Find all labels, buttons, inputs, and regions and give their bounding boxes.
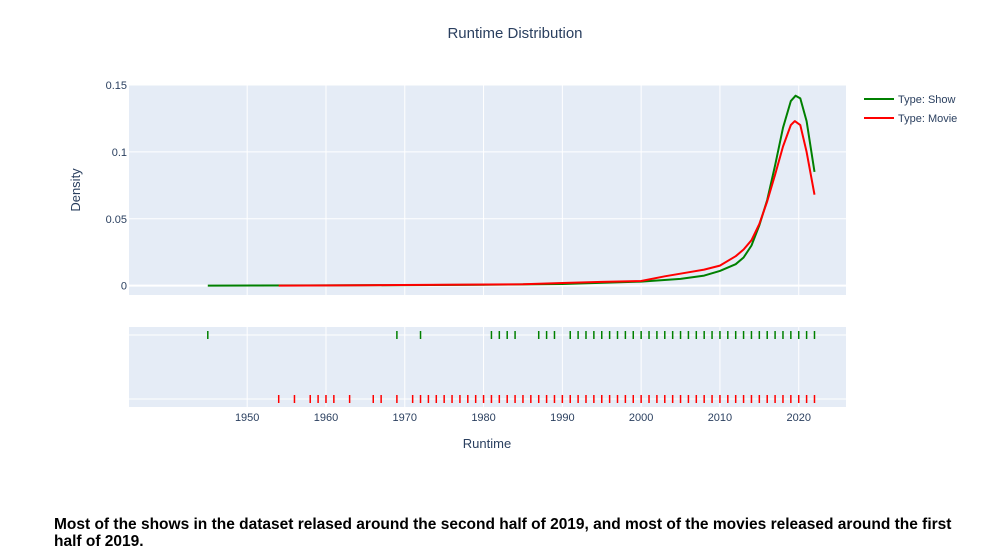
caption-text: Most of the shows in the dataset relased… xyxy=(54,516,952,550)
x-tick-label: 2010 xyxy=(708,412,732,424)
density-line-movie xyxy=(278,120,816,287)
runtime-distribution-chart: Runtime Distribution 1950 1960 1970 1980 199… xyxy=(68,25,957,451)
legend[interactable]: Type: Show Type: Movie xyxy=(864,94,957,125)
density-plot-area xyxy=(129,85,846,295)
x-tick-label: 1990 xyxy=(550,412,574,424)
x-tick-label: 1980 xyxy=(471,412,495,424)
rug-marks xyxy=(207,331,816,403)
legend-item-movie[interactable]: Type: Movie xyxy=(864,113,957,125)
rug-plot-area xyxy=(129,327,846,407)
y-tick-label: 0 xyxy=(121,281,127,293)
x-tick-label: 1950 xyxy=(235,412,259,424)
x-tick-labels: 1950 1960 1970 1980 1990 2000 2010 2020 xyxy=(235,412,811,424)
y-tick-label: 0.15 xyxy=(106,80,127,92)
y-tick-label: 0.1 xyxy=(112,147,127,159)
x-tick-label: 1960 xyxy=(314,412,338,424)
x-tick-label: 2020 xyxy=(786,412,810,424)
x-axis-title: Runtime xyxy=(463,436,511,451)
y-axis-title: Density xyxy=(68,168,83,212)
y-tick-label: 0.05 xyxy=(106,214,127,226)
chart-title: Runtime Distribution xyxy=(447,25,582,42)
x-tick-label: 2000 xyxy=(629,412,653,424)
legend-item-show[interactable]: Type: Show xyxy=(864,94,956,106)
legend-label: Type: Show xyxy=(898,94,956,106)
legend-label: Type: Movie xyxy=(898,113,957,125)
density-lines xyxy=(207,94,816,287)
x-tick-label: 1970 xyxy=(393,412,417,424)
y-tick-labels: 0 0.05 0.1 0.15 xyxy=(106,80,127,293)
